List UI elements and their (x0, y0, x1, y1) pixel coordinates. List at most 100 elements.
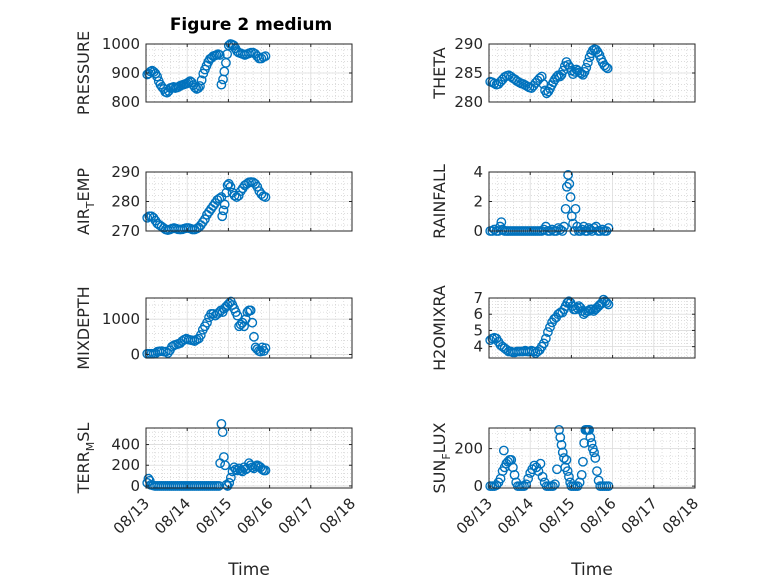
data-point (225, 472, 236, 483)
data-point (196, 75, 207, 86)
y-tick-label: 4 (473, 163, 483, 181)
data-point (545, 322, 555, 333)
x-tick-label: 08/14 (151, 494, 194, 537)
data-point (603, 299, 614, 310)
y-axis-label: TERRMSL (74, 423, 97, 495)
data-point (523, 473, 534, 484)
data-point (535, 458, 546, 469)
y-axis-label: MIXDEPTH (74, 286, 93, 369)
data-point (245, 305, 256, 316)
y-axis-label: AIRTEMP (74, 168, 97, 235)
data-point (582, 57, 593, 68)
y-tick-label: 290 (111, 163, 140, 181)
y-tick-label: 200 (111, 456, 140, 474)
data-point (208, 308, 219, 319)
data-point (247, 317, 258, 328)
data-point (220, 460, 231, 471)
y-tick-label: 280 (454, 93, 483, 111)
y-axis-label: PRESSURE (74, 31, 93, 115)
data-point (202, 317, 212, 328)
data-point (160, 346, 171, 357)
x-tick-label: 08/15 (535, 494, 578, 537)
data-point (489, 78, 500, 89)
y-tick-label: 1000 (102, 310, 140, 328)
data-point (581, 62, 592, 73)
data-point (592, 466, 602, 477)
y-tick-label: 900 (111, 64, 140, 82)
data-point (224, 477, 235, 488)
axes-frame (488, 297, 696, 359)
y-tick-label: 0 (130, 345, 140, 363)
data-point (498, 445, 509, 456)
data-point (260, 465, 271, 476)
panel-air_temp: 270 280 290 AIRTEMP (74, 163, 353, 240)
y-tick-label: 4 (473, 338, 483, 356)
x-tick-label: 08/17 (618, 494, 661, 537)
data-point (576, 469, 587, 480)
data-point (543, 327, 553, 337)
y-tick-label: 6 (473, 305, 483, 323)
data-point (590, 453, 601, 463)
data-point (219, 199, 230, 210)
data-point (579, 438, 590, 448)
data-point (565, 192, 576, 202)
data-point (249, 331, 259, 342)
data-point (564, 471, 574, 482)
data-point (547, 481, 558, 492)
data-point (183, 77, 194, 88)
data-point (586, 438, 597, 448)
axes-frame (488, 427, 696, 489)
y-tick-label: 290 (454, 35, 483, 53)
plot-area (146, 428, 352, 488)
x-tick-label: 08/16 (233, 494, 276, 537)
panel-rainfall: 0 2 4 RAINFALL (430, 163, 696, 240)
y-tick-label: 270 (111, 222, 140, 240)
data-point (260, 343, 271, 354)
y-tick-label: 0 (130, 477, 140, 495)
data-point (540, 333, 551, 344)
y-tick-label: 280 (111, 193, 140, 211)
data-point (537, 471, 548, 482)
data-point (554, 424, 564, 435)
data-point (561, 181, 572, 192)
data-point (561, 454, 572, 465)
data-point (602, 63, 613, 74)
data-point (597, 224, 608, 235)
data-point (214, 193, 225, 204)
data-point (217, 211, 228, 222)
data-point (197, 217, 208, 228)
data-point (225, 181, 236, 192)
data-point (590, 304, 601, 315)
data-point (193, 83, 204, 93)
x-tick-label: 08/18 (659, 494, 702, 537)
x-axis-label: Time (570, 560, 613, 580)
x-tick-label: 08/16 (576, 494, 619, 537)
x-tick-label: 08/13 (453, 494, 496, 537)
data-point (239, 321, 249, 332)
data-point (592, 302, 602, 313)
data-point (556, 439, 567, 450)
data-point (252, 181, 263, 192)
data-point (599, 60, 610, 71)
panel-pressure: 800 900 1000 PRESSURE (74, 31, 353, 115)
data-point (564, 178, 575, 189)
data-point (216, 418, 227, 429)
y-tick-label: 5 (473, 321, 483, 339)
panel-mixdepth: 0 1000 MIXDEPTH (74, 286, 353, 370)
data-point (593, 301, 604, 312)
data-point (578, 309, 589, 320)
data-point (519, 481, 529, 492)
x-tick-label: 08/18 (316, 494, 359, 537)
y-tick-label: 0 (473, 477, 483, 495)
data-point (600, 296, 611, 307)
data-point (255, 462, 266, 473)
plot-area (489, 428, 695, 488)
data-point (232, 310, 243, 321)
x-tick-label: 08/13 (110, 494, 153, 537)
figure-title: Figure 2 medium (170, 15, 332, 35)
y-tick-label: 1000 (102, 35, 140, 53)
data-point (589, 447, 599, 458)
